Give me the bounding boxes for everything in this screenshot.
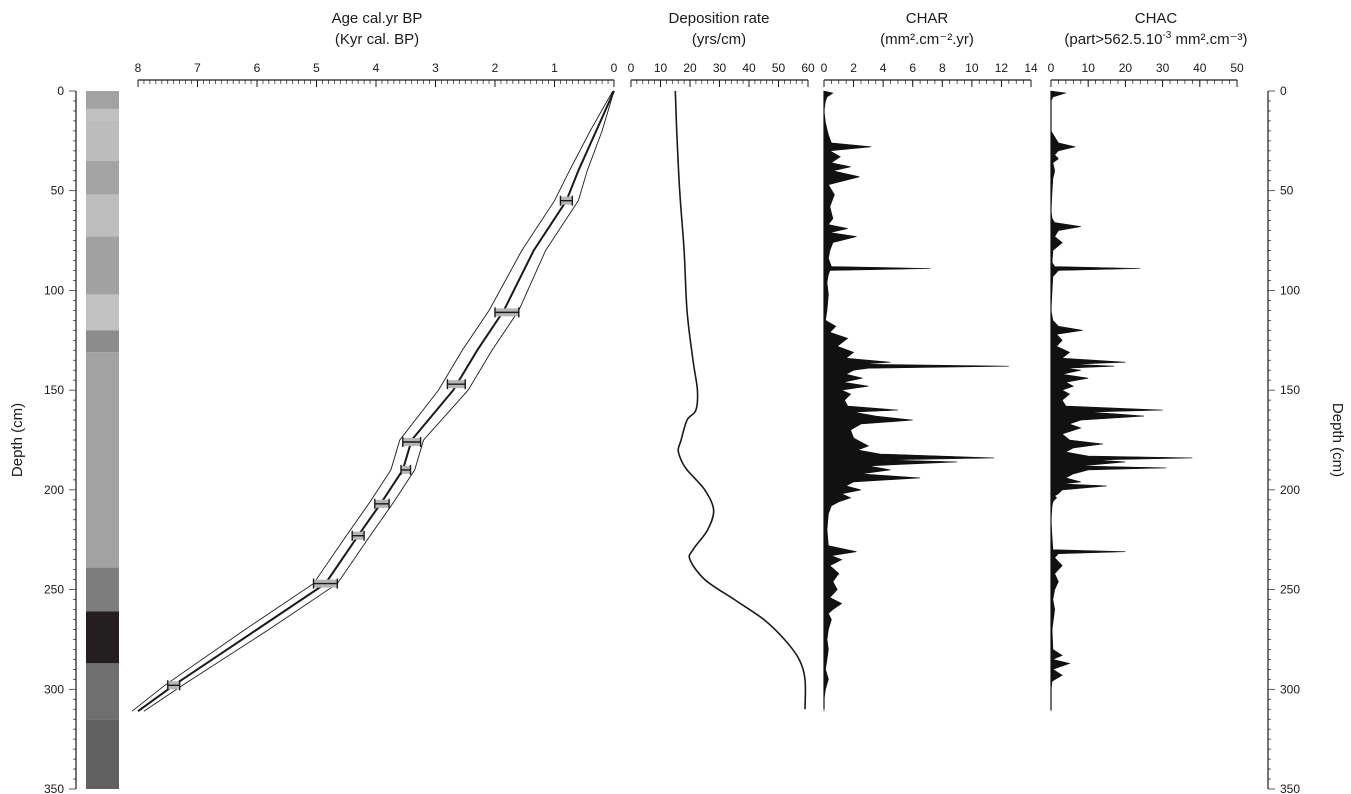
lithology-unit [86,330,119,353]
age-model-median-line [137,90,615,713]
char-tick-label: 14 [1024,61,1038,75]
deposition-tick-label: 10 [654,61,668,75]
char-panel: CHAR (mm².cm⁻².yr) 0 2 4 6 8 10 12 14 [821,10,1038,712]
chac-tick-label: 30 [1156,61,1170,75]
deposition-tick-label: 20 [683,61,697,75]
chac-tick-label: 20 [1119,61,1133,75]
char-tick-label: 6 [909,61,916,75]
depth-tick-label: 200 [44,483,64,497]
age-tick-label: 4 [373,61,380,75]
age-tick-label: 3 [432,61,439,75]
deposition-panel-subtitle: (yrs/cm) [692,31,746,48]
deposition-panel-ticks: 0 10 20 30 40 50 60 [628,61,815,87]
deposition-panel: Deposition rate (yrs/cm) 0 10 20 30 40 50 60 [628,10,815,710]
lithology-unit [86,91,119,109]
age-tick-label: 7 [194,61,201,75]
chac-subtitle-part-1: (part>562.5.10 [1064,31,1162,48]
depth-tick-label: 300 [44,682,64,696]
depth-axis-left: 0 50 100 150 200 250 300 350 Depth (cm) [9,84,77,794]
depth-tick-label: 0 [57,84,64,98]
lithology-unit [86,567,119,612]
chac-panel-subtitle: (part>562.5.10-3 mm².cm⁻³) [1064,30,1247,48]
chac-tick-label: 50 [1230,61,1244,75]
chac-area [1050,90,1193,712]
depth-axis-left-label: Depth (cm) [9,403,26,477]
age-tick-label: 6 [254,61,261,75]
lithology-unit [86,194,119,237]
char-area [823,90,1009,712]
char-tick-label: 2 [850,61,857,75]
age-tick-label: 5 [313,61,320,75]
age-tick-label: 1 [551,61,558,75]
depth-tick-label: 150 [1280,383,1300,397]
lithology-unit [86,120,119,161]
depth-tick-label: 350 [1280,782,1300,794]
chac-panel-ticks: 0 10 20 30 40 50 [1048,61,1244,87]
char-panel-title: CHAR [906,10,949,27]
depth-tick-label: 150 [44,383,64,397]
deposition-tick-label: 60 [801,61,815,75]
lithology-unit [86,611,119,664]
chac-tick-label: 10 [1082,61,1096,75]
char-panel-subtitle: (mm².cm⁻².yr) [880,31,974,48]
depth-axis-left-ticks: 0 50 100 150 200 250 300 350 [44,84,76,794]
chac-subtitle-part-3: mm².cm⁻³) [1171,31,1247,48]
lithology-column [86,91,119,789]
age-tick-label: 8 [135,61,142,75]
char-tick-label: 0 [821,61,828,75]
depth-tick-label: 0 [1280,84,1287,98]
char-tick-label: 4 [880,61,887,75]
deposition-tick-label: 30 [713,61,727,75]
depth-tick-label: 350 [44,782,64,794]
age-tick-label: 0 [611,61,618,75]
depth-tick-label: 250 [1280,583,1300,597]
depth-tick-label: 300 [1280,682,1300,696]
deposition-tick-label: 40 [742,61,756,75]
age-panel-subtitle: (Kyr cal. BP) [335,31,419,48]
age-tick-label: 2 [492,61,499,75]
age-panel: Age cal.yr BP (Kyr cal. BP) 8 7 6 5 4 3 2 1 0 [131,10,618,713]
depth-tick-label: 100 [44,283,64,297]
age-depth-model [131,90,615,713]
lithology-unit [86,663,119,720]
chac-tick-label: 0 [1048,61,1055,75]
lithology-unit [86,108,119,121]
depth-tick-label: 50 [1280,184,1294,198]
depth-tick-label: 50 [51,184,65,198]
deposition-rate-line [674,90,807,710]
char-tick-label: 8 [939,61,946,75]
age-model-lower-envelope [131,90,614,712]
depth-axis-right: 0 50 100 150 200 250 300 350 Depth (cm) [1267,84,1346,794]
depth-tick-label: 250 [44,583,64,597]
depth-tick-label: 100 [1280,283,1300,297]
chac-panel-title: CHAC [1135,10,1178,27]
age-model-upper-envelope [143,90,615,712]
lithology-unit [86,236,119,295]
deposition-tick-label: 50 [772,61,786,75]
chac-tick-label: 40 [1193,61,1207,75]
deposition-tick-label: 0 [628,61,635,75]
depth-tick-label: 200 [1280,483,1300,497]
deposition-panel-title: Deposition rate [669,10,770,27]
chac-panel: CHAC (part>562.5.10-3 mm².cm⁻³) 0 10 20 30 4… [1048,10,1248,712]
age-panel-ticks: 8 7 6 5 4 3 2 1 0 [135,61,618,87]
char-tick-label: 12 [995,61,1009,75]
depth-axis-right-label: Depth (cm) [1329,403,1346,477]
chac-subtitle-superscript: -3 [1162,30,1171,41]
lithology-unit [86,160,119,195]
age-panel-title: Age cal.yr BP [332,10,423,27]
lithology-unit [86,294,119,331]
char-panel-ticks: 0 2 4 6 8 10 12 14 [821,61,1038,87]
lithology-unit [86,352,119,568]
depth-axis-right-ticks: 0 50 100 150 200 250 300 350 [1268,84,1300,794]
lithology-unit [86,719,119,789]
char-tick-label: 10 [965,61,979,75]
